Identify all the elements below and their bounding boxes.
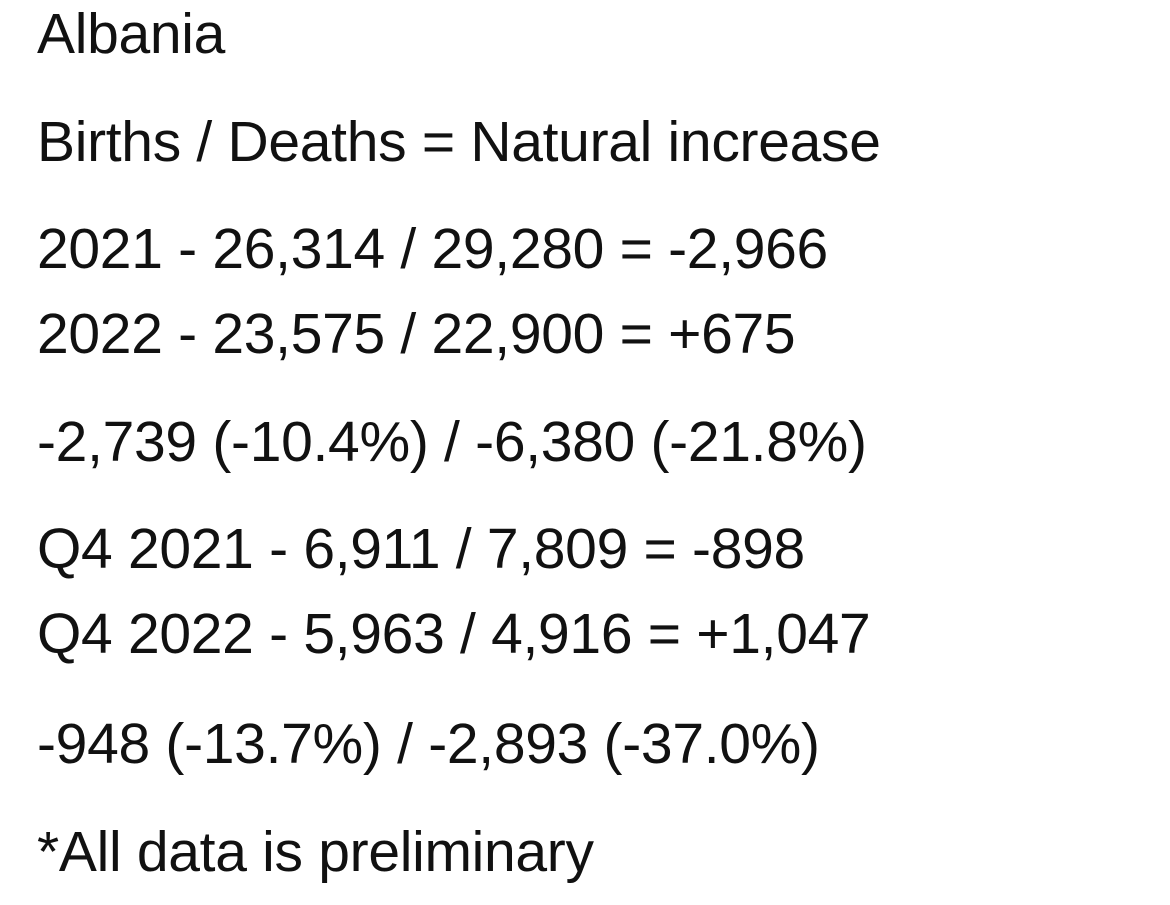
- annual-row-2022: 2022 - 23,575 / 22,900 = +675: [37, 302, 796, 366]
- country-title: Albania: [37, 2, 226, 66]
- quarterly-row-q4-2021: Q4 2021 - 6,911 / 7,809 = -898: [37, 517, 805, 581]
- annual-row-2021: 2021 - 26,314 / 29,280 = -2,966: [37, 217, 828, 281]
- formula-header: Births / Deaths = Natural increase: [37, 110, 881, 174]
- annual-change: -2,739 (-10.4%) / -6,380 (-21.8%): [37, 410, 867, 474]
- footnote: *All data is preliminary: [37, 820, 594, 884]
- quarterly-change: -948 (-13.7%) / -2,893 (-37.0%): [37, 712, 820, 776]
- quarterly-row-q4-2022: Q4 2022 - 5,963 / 4,916 = +1,047: [37, 602, 871, 666]
